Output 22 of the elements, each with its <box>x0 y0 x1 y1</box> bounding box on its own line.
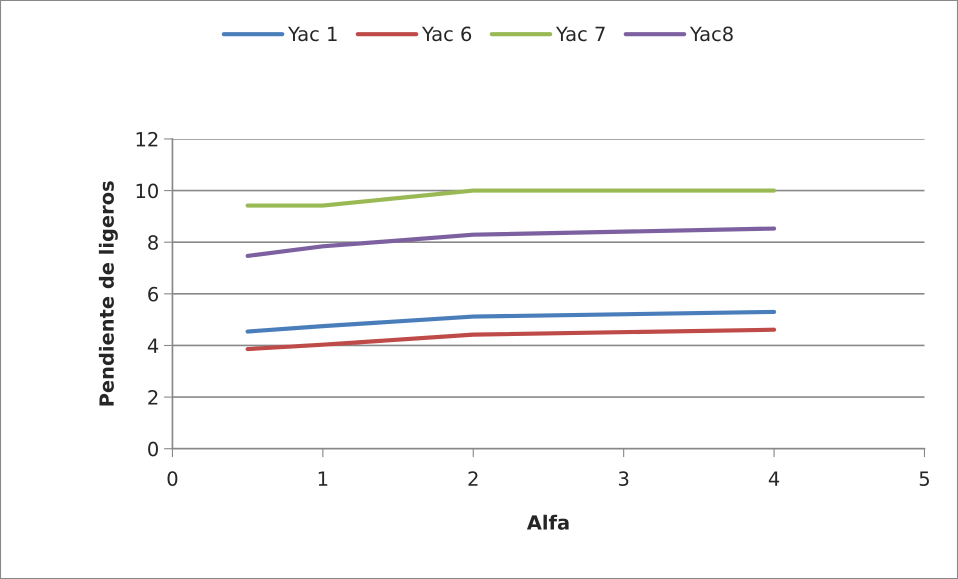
y-tick-label: 12 <box>136 132 158 146</box>
y-tick-label: 10 <box>136 184 158 198</box>
y-tick-label: 0 <box>148 442 158 456</box>
legend-label: Yac8 <box>690 26 733 42</box>
y-tick-label: 6 <box>148 286 158 302</box>
line-series <box>246 226 776 258</box>
line-series <box>246 328 776 352</box>
x-tick-label: 5 <box>920 472 929 486</box>
legend-label: Yac 7 <box>556 26 605 42</box>
y-tick-label: 4 <box>148 338 158 353</box>
y-tick-label: 2 <box>148 390 158 404</box>
x-tick-label: 1 <box>318 472 328 486</box>
line-series <box>246 310 776 334</box>
x-tick-label: 0 <box>168 471 178 486</box>
x-axis-title: Alfa <box>526 514 569 530</box>
x-tick-label: 3 <box>618 471 628 486</box>
legend-label: Yac 1 <box>288 26 337 42</box>
y-axis-title: Pendiente de ligeros <box>98 181 118 406</box>
y-tick-label: 8 <box>148 235 158 250</box>
legend-label: Yac 6 <box>422 26 472 42</box>
x-tick-label: 4 <box>768 472 780 486</box>
x-tick-label: 2 <box>468 471 478 486</box>
